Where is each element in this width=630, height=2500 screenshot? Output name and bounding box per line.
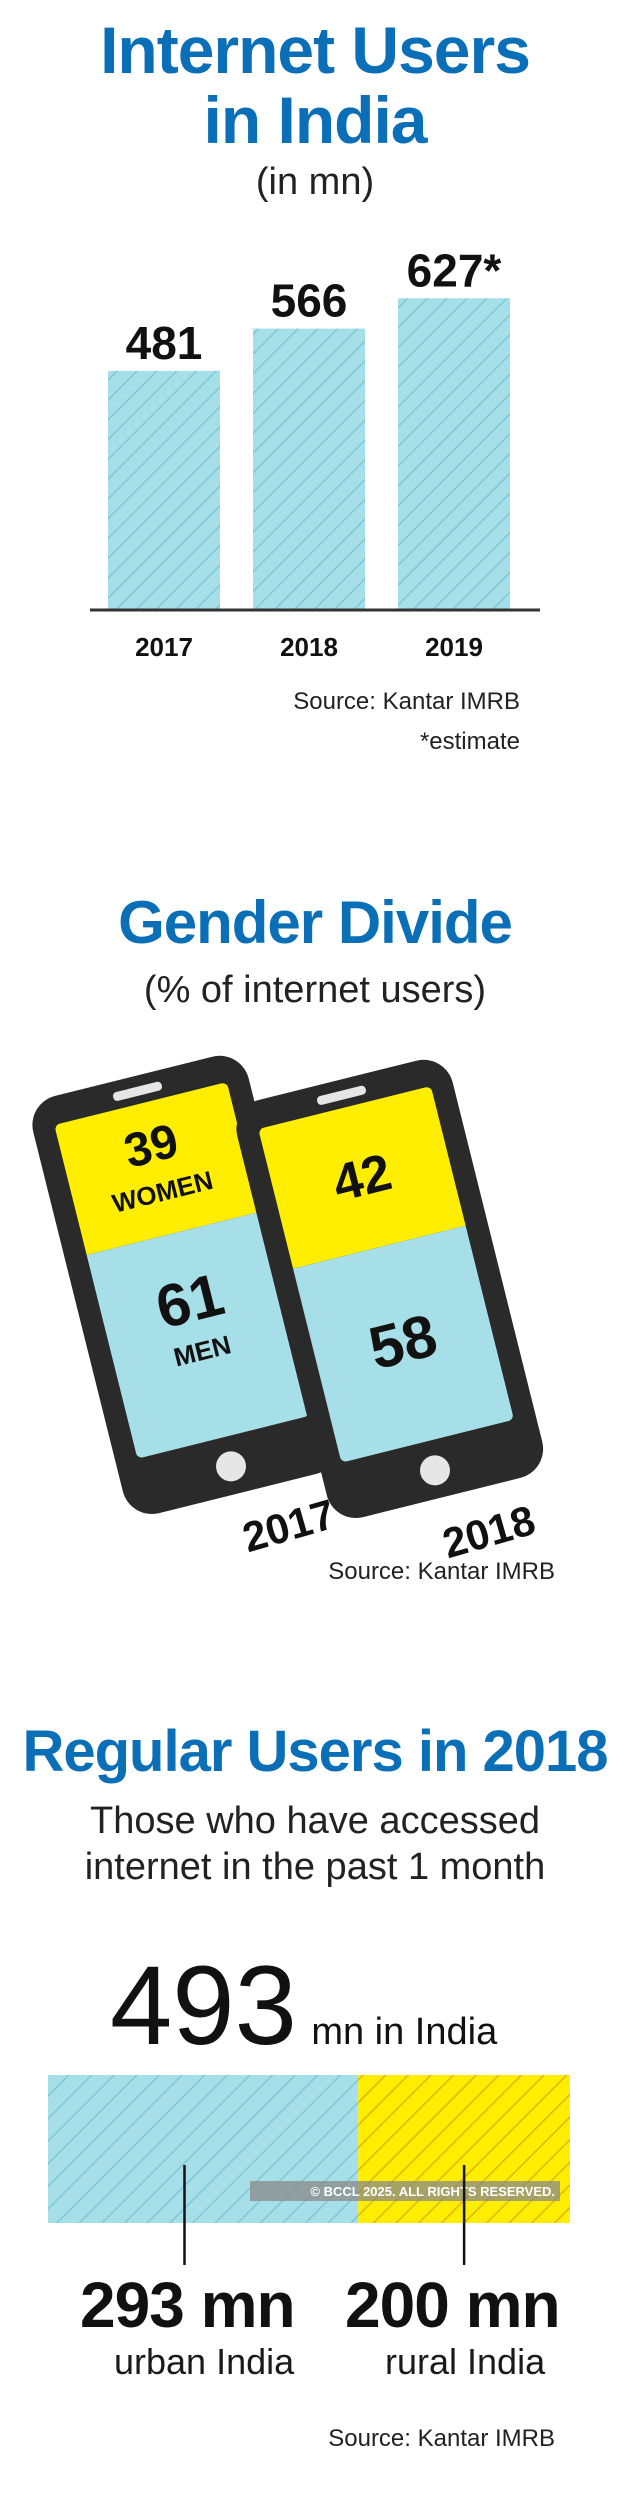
bar-2018 xyxy=(253,328,365,610)
bar-2019 xyxy=(398,298,510,610)
home-button xyxy=(420,1455,451,1486)
regular-users-split-bar: © BCCL 2025. ALL RIGHTS RESERVED. xyxy=(48,2075,570,2265)
section2-title: Gender Divide xyxy=(118,889,513,956)
watermark-text: © BCCL 2025. ALL RIGHTS RESERVED. xyxy=(310,2184,555,2199)
urban-value: 293 mn xyxy=(80,2269,296,2341)
phone-year-2017: 2017 xyxy=(237,1490,340,1561)
women-segment-2018 xyxy=(258,1085,466,1269)
home-button xyxy=(216,1451,247,1482)
section2-source: Source: Kantar IMRB xyxy=(328,1558,555,1585)
bar-value-label-2018: 566 xyxy=(271,275,348,327)
x-tick-label-2017: 2017 xyxy=(135,632,193,662)
internet-users-bar-chart: 481 2017 566 2018 627* 2019 xyxy=(90,244,540,662)
watermark-strip xyxy=(250,2181,560,2201)
section1-title-line2: in India xyxy=(203,83,428,157)
gender-divide-phones: 39 WOMEN 61 MEN 42 58 2017 2018 xyxy=(32,1055,544,1567)
section1-footnote: *estimate xyxy=(419,728,520,755)
section1-title-line1: Internet Users xyxy=(100,13,531,87)
total-users-number: 493 xyxy=(110,1943,297,2068)
rural-label: rural India xyxy=(385,2341,546,2382)
bar-value-label-2017: 481 xyxy=(126,317,203,369)
section3-subtitle-line2: internet in the past 1 month xyxy=(84,1846,546,1888)
section3-title: Regular Users in 2018 xyxy=(22,1719,608,1784)
men-segment-2018 xyxy=(293,1225,515,1463)
women-value-2017: 39 xyxy=(119,1114,184,1178)
phone-year-2018: 2018 xyxy=(437,1496,540,1567)
men-value-2018: 58 xyxy=(362,1301,443,1382)
phone-2017: 39 WOMEN 61 MEN xyxy=(32,1055,340,1515)
phone-2018: 42 58 xyxy=(236,1059,544,1519)
total-users-suffix: mn in India xyxy=(311,2011,498,2053)
section3-subtitle-line1: Those who have accessed xyxy=(90,1800,540,1842)
x-tick-label-2018: 2018 xyxy=(280,632,338,662)
section3-source: Source: Kantar IMRB xyxy=(328,2425,555,2452)
rural-value: 200 mn xyxy=(345,2269,561,2341)
bar-2017 xyxy=(108,370,220,610)
phone-speaker xyxy=(317,1085,366,1105)
men-value-2017: 61 xyxy=(149,1260,230,1341)
urban-label: urban India xyxy=(114,2341,295,2382)
women-segment-2017 xyxy=(54,1081,260,1256)
section2-subtitle: (% of internet users) xyxy=(143,969,487,1011)
men-segment-2017 xyxy=(86,1211,311,1459)
phone-speaker xyxy=(113,1081,162,1101)
section1-subtitle: (in mn) xyxy=(255,161,375,203)
women-value-2018: 42 xyxy=(327,1143,397,1213)
section1-source: Source: Kantar IMRB xyxy=(293,688,520,715)
x-tick-label-2019: 2019 xyxy=(425,632,483,662)
total-users-row: 493 mn in India xyxy=(110,1950,497,2062)
bar-value-label-2019: 627* xyxy=(407,244,502,296)
